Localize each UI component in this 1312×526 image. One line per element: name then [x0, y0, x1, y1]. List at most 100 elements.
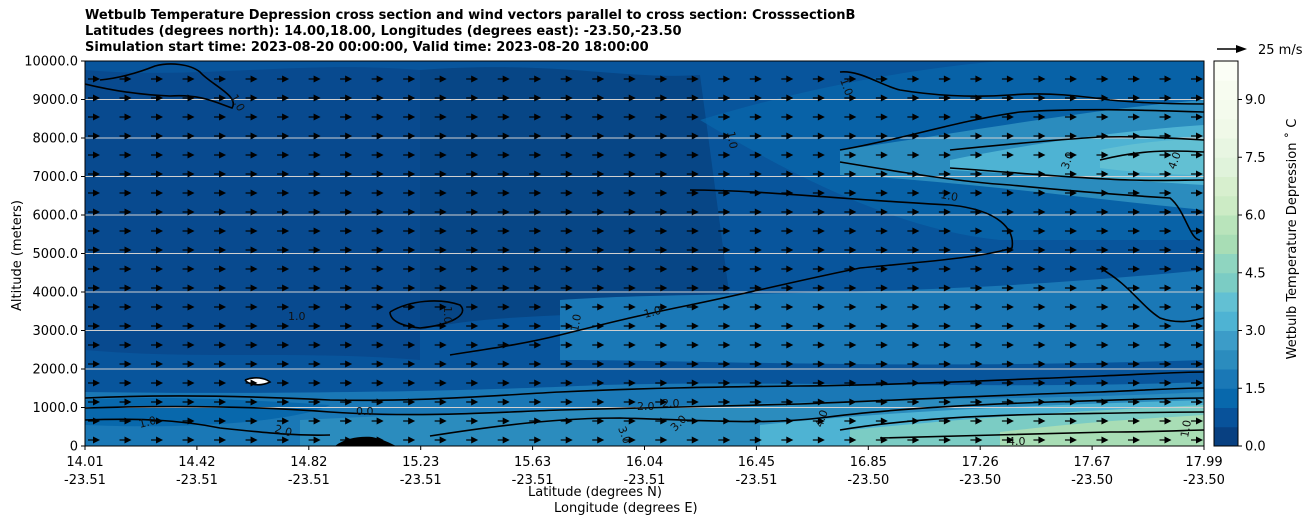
wind-vector	[938, 265, 951, 273]
wind-vector	[1096, 151, 1109, 159]
wind-vector-head	[1132, 94, 1140, 102]
wind-vector	[182, 94, 195, 102]
wind-vector-head	[1132, 113, 1140, 121]
x-axis-label-lon: Longitude (degrees E)	[554, 501, 698, 516]
wind-vector-head	[723, 417, 731, 425]
wind-vector	[749, 436, 762, 444]
wind-vector	[1096, 284, 1109, 292]
wind-vector	[812, 398, 825, 406]
wind-vector	[1127, 398, 1140, 406]
wind-vector-head	[943, 284, 951, 292]
wind-vector-head	[471, 113, 479, 121]
wind-vector	[686, 151, 699, 159]
wind-vector-head	[408, 189, 416, 197]
wind-vector-head	[565, 94, 573, 102]
wind-vector-head	[250, 132, 258, 140]
wind-vector-head	[439, 227, 447, 235]
wind-vector-head	[282, 436, 290, 444]
wind-vector	[1033, 170, 1046, 178]
wind-vector	[655, 379, 668, 387]
wind-vector	[1191, 94, 1203, 102]
wind-vector-head	[1196, 94, 1203, 102]
contour-line-1-closed	[389, 300, 464, 329]
wind-vector	[497, 284, 510, 292]
wind-vector-head	[93, 113, 100, 121]
field-band-peak	[1100, 138, 1204, 175]
wind-vector-head	[219, 398, 227, 406]
wind-vector	[907, 417, 920, 425]
wind-vector	[812, 360, 825, 368]
wind-vector-head	[471, 189, 479, 197]
wind-vector-head	[849, 75, 857, 83]
wind-vector	[623, 208, 636, 216]
wind-vector-head	[786, 227, 794, 235]
wind-vector-head	[376, 227, 384, 235]
wind-vector	[88, 322, 100, 330]
wind-vector-head	[975, 227, 983, 235]
wind-vector	[1096, 189, 1109, 197]
wind-vector	[434, 75, 447, 83]
x-tick-label-lat: 14.82	[290, 455, 327, 470]
wind-vector	[434, 170, 447, 178]
wind-vector-head	[439, 284, 447, 292]
wind-vector	[340, 360, 353, 368]
wind-vector	[466, 151, 479, 159]
wind-vector	[119, 132, 132, 140]
wind-vector	[907, 170, 920, 178]
wind-vector-head	[1101, 265, 1109, 273]
contour-line-top-left	[85, 63, 235, 109]
wind-vector	[1191, 208, 1203, 216]
wind-vector	[938, 303, 951, 311]
wind-vector	[970, 436, 983, 444]
wind-vector-head	[534, 303, 542, 311]
wind-vector-head	[313, 341, 321, 349]
wind-vector-head	[754, 417, 762, 425]
wind-vector	[1159, 132, 1172, 140]
wind-vector-head	[1006, 322, 1014, 330]
wind-vector-head	[817, 151, 825, 159]
wind-vector-head	[975, 322, 983, 330]
wind-vector-head	[313, 360, 321, 368]
wind-vector-head	[1196, 341, 1203, 349]
wind-vector-head	[345, 379, 353, 387]
wind-vector	[182, 170, 195, 178]
wind-vector-head	[849, 132, 857, 140]
wind-vector	[1191, 113, 1203, 121]
wind-vector	[214, 151, 227, 159]
wind-vector	[277, 246, 290, 254]
wind-vector	[907, 132, 920, 140]
wind-vector-head	[1196, 322, 1203, 330]
wind-vector	[277, 94, 290, 102]
wind-vector	[151, 189, 164, 197]
wind-vector	[277, 360, 290, 368]
wind-vector-head	[786, 75, 794, 83]
wind-vector-head	[408, 398, 416, 406]
wind-vector-head	[1164, 94, 1172, 102]
wind-vector-head	[817, 132, 825, 140]
wind-vector-head	[534, 113, 542, 121]
wind-vector	[1127, 322, 1140, 330]
wind-vector-head	[597, 303, 605, 311]
wind-vector-head	[817, 303, 825, 311]
wind-vector	[1159, 189, 1172, 197]
wind-vector	[371, 132, 384, 140]
wind-vector	[686, 303, 699, 311]
wind-vector-head	[345, 360, 353, 368]
wind-vector-head	[93, 227, 100, 235]
wind-vector-head	[250, 94, 258, 102]
wind-vector-head	[880, 322, 888, 330]
wind-vector-head	[1164, 208, 1172, 216]
wind-vector	[875, 436, 888, 444]
wind-vector	[466, 284, 479, 292]
wind-vector-head	[124, 189, 132, 197]
wind-vector-head	[471, 170, 479, 178]
contour-label: 4.0	[1008, 435, 1026, 448]
contour-line-1-low	[85, 371, 1204, 402]
wind-vector-head	[880, 398, 888, 406]
wind-vector-head	[597, 284, 605, 292]
wind-vector	[466, 417, 479, 425]
wind-vector	[340, 113, 353, 121]
wind-vector	[1127, 208, 1140, 216]
wind-vector	[151, 436, 164, 444]
wind-vector	[88, 284, 100, 292]
